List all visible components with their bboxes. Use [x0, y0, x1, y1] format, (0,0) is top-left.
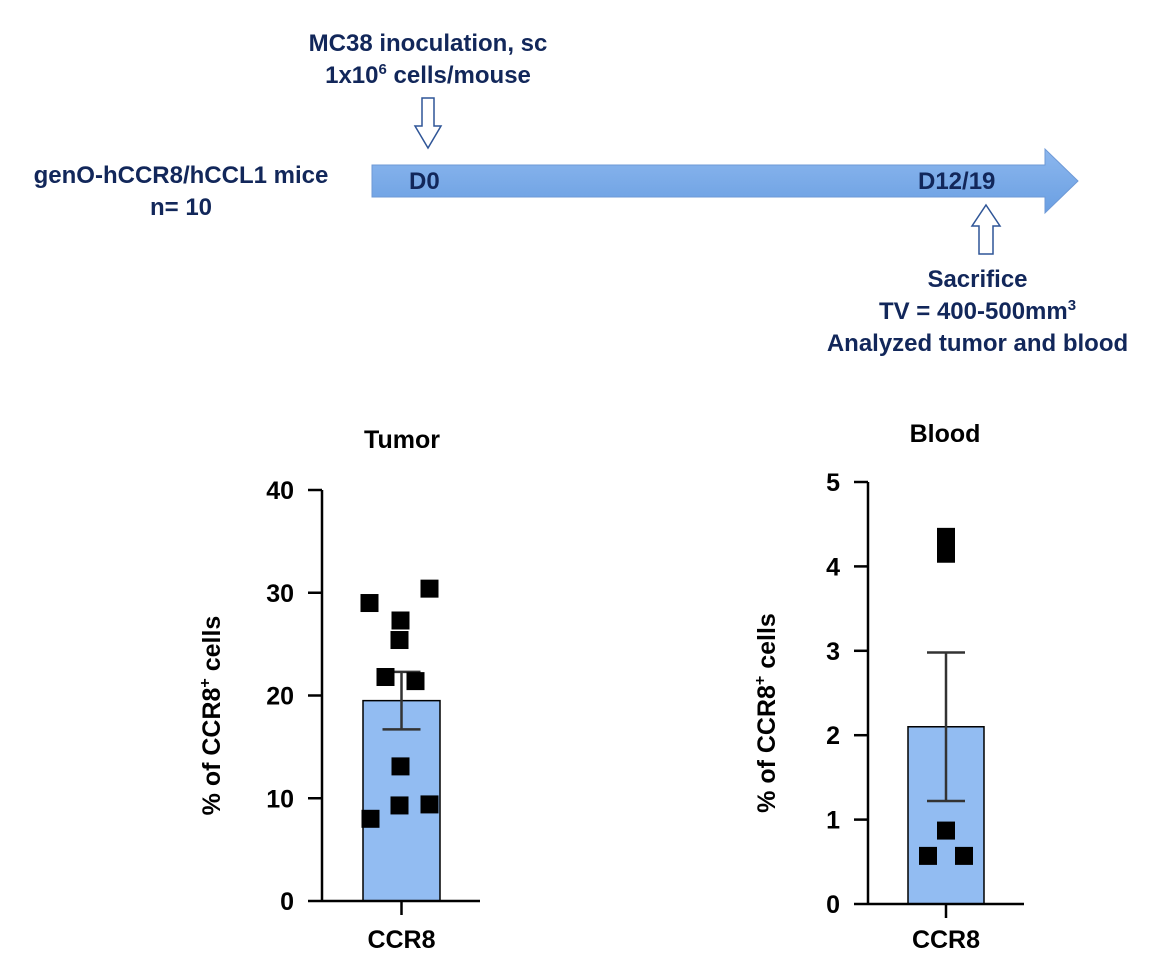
- blood-data-point: [955, 846, 973, 865]
- inoc-dose-base: 1x10: [325, 62, 379, 89]
- blood-chart: Blood 0 1 2 3 4 5 CCR8 % of CCR8+ cells: [752, 420, 1024, 954]
- blood-data-point: [937, 527, 955, 546]
- sacrifice-line-1: Sacrifice: [927, 266, 1028, 293]
- tumor-y-tick-label: 40: [266, 477, 294, 505]
- tumor-data-point: [361, 809, 380, 828]
- tumor-data-point: [390, 631, 409, 650]
- blood-data-point: [937, 821, 955, 840]
- tumor-volume-text: TV = 400-500mm: [878, 298, 1068, 325]
- inoc-dose-exponent: 6: [378, 61, 387, 78]
- blood-y-tick-label: 2: [826, 722, 840, 750]
- tumor-x-tick-label: CCR8: [367, 926, 435, 954]
- tumor-data-point: [376, 668, 395, 687]
- sacrifice-line-3: Analyzed tumor and blood: [826, 330, 1129, 357]
- blood-data-point: [919, 846, 937, 865]
- mice-line-2: n= 10: [149, 194, 213, 221]
- timeline-arrow: [371, 147, 1079, 215]
- blood-x-tick-label: CCR8: [912, 926, 980, 954]
- inoc-dose-unit: cells/mouse: [386, 62, 531, 89]
- tumor-data-point: [391, 757, 410, 776]
- tumor-data-point: [406, 672, 425, 691]
- tumor-volume-exponent: 3: [1067, 297, 1077, 314]
- sacrifice-up-arrow-icon: [970, 203, 1002, 255]
- day-end-label: D12/19: [918, 168, 996, 195]
- tumor-y-tick-label: 30: [266, 580, 294, 608]
- sacrifice-label: Sacrifice TV = 400-500mm3 Analyzed tumor…: [790, 264, 1165, 360]
- blood-y-tick-label: 1: [826, 807, 840, 835]
- blood-y-tick-label: 4: [826, 553, 840, 581]
- tumor-data-point: [360, 594, 379, 613]
- blood-y-axis-label: % of CCR8+ cells: [752, 613, 781, 813]
- mice-label: genO-hCCR8/hCCL1 mice n= 10: [0, 160, 362, 224]
- blood-y-tick-label: 0: [826, 891, 840, 919]
- tumor-y-tick-label: 0: [280, 888, 294, 916]
- tumor-chart: Tumor 0 10 20 30 40 CCR8 % of CCR8+ cells: [197, 426, 480, 954]
- sacrifice-line-2: TV = 400-500mm3: [790, 296, 1165, 328]
- inoculation-line-1: MC38 inoculation, sc: [308, 30, 548, 57]
- inoculation-label: MC38 inoculation, sc 1x106 cells/mouse: [268, 28, 588, 92]
- blood-chart-title: Blood: [910, 420, 981, 448]
- blood-data-point: [937, 544, 955, 563]
- tumor-data-point: [391, 611, 410, 630]
- tumor-y-axis-label: % of CCR8+ cells: [197, 616, 226, 816]
- tumor-chart-title: Tumor: [364, 426, 440, 454]
- timeline-graphic: [371, 97, 1079, 255]
- tumor-data-point: [420, 579, 439, 598]
- blood-y-tick-label: 5: [826, 469, 840, 497]
- inoculation-down-arrow-icon: [413, 97, 443, 150]
- inoculation-line-2: 1x106 cells/mouse: [268, 60, 588, 92]
- blood-y-tick-label: 3: [826, 638, 840, 666]
- tumor-y-tick-label: 20: [266, 683, 294, 711]
- tumor-y-tick-label: 10: [266, 785, 294, 813]
- day-start-label: D0: [409, 168, 440, 195]
- mice-line-1: genO-hCCR8/hCCL1 mice: [33, 162, 329, 189]
- tumor-data-point: [420, 795, 439, 814]
- tumor-data-point: [390, 796, 409, 815]
